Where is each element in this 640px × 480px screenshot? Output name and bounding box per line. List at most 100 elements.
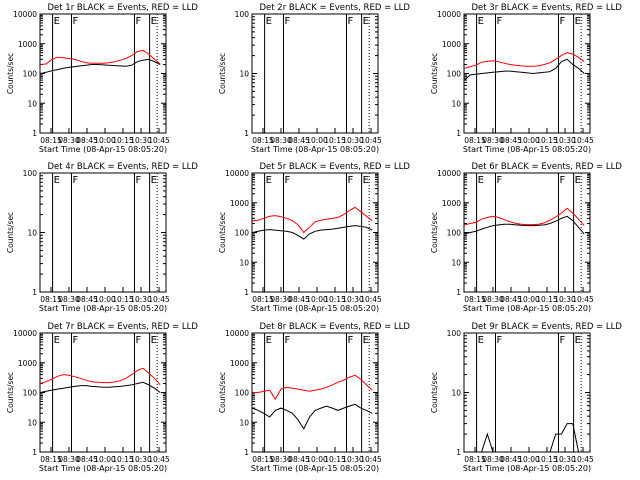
series-events-line (252, 225, 373, 240)
event-marker-label: E (266, 175, 272, 186)
y-tick-label: 1000 (442, 199, 461, 208)
y-tick-label: 1 (244, 129, 249, 138)
x-tick-label: 10:30 (130, 136, 152, 145)
x-tick-label: 10:15 (324, 455, 346, 464)
event-marker-label: E (54, 16, 60, 27)
event-marker-label: E (478, 16, 484, 27)
x-tick-label: 08:45 (500, 295, 522, 304)
event-marker-label: F (136, 175, 142, 186)
event-marker-label: F (73, 16, 79, 27)
x-tick-label: 08:30 (482, 295, 504, 304)
event-marker-label: E (575, 16, 581, 27)
series-events-line (40, 58, 161, 74)
y-tick-label: 10 (451, 99, 461, 108)
y-axis-label: Counts/sec (218, 212, 227, 253)
x-tick-label: 08:15 (40, 295, 62, 304)
x-tick-label: 10:30 (130, 295, 152, 304)
event-marker-label: E (478, 175, 484, 186)
panel-title: Det 2r BLACK = Events, RED = LLD (260, 3, 411, 13)
x-tick-label: 10:15 (324, 295, 346, 304)
y-tick-label: 1 (456, 288, 461, 297)
panel-8: Det 8r BLACK = Events, RED = LLD 1 10 100 10… (218, 322, 410, 473)
event-marker-label: E (363, 175, 369, 186)
x-tick-label: 10:45 (360, 295, 382, 304)
y-tick-label: 100 (447, 229, 462, 238)
x-tick-label: 10:00 (518, 455, 540, 464)
plot-frame (463, 172, 591, 293)
x-tick-label: 10:15 (536, 136, 558, 145)
plot-frame (251, 13, 379, 134)
y-tick-label: 1 (244, 448, 249, 457)
series-events-line (464, 423, 585, 453)
x-tick-label: 10:45 (572, 455, 594, 464)
event-marker-label: F (348, 175, 354, 186)
event-marker-label: E (266, 16, 272, 27)
panel-3: Det 3r BLACK = Events, RED = LLD 1 10 100 10… (430, 3, 622, 154)
panel-title: Det 3r BLACK = Events, RED = LLD (472, 3, 623, 13)
y-tick-label: 1 (32, 129, 37, 138)
y-tick-label: 100 (447, 329, 462, 338)
x-tick-label: 10:30 (342, 455, 364, 464)
event-marker-label: F (73, 335, 79, 346)
panel-1: Det 1r BLACK = Events, RED = LLD 1 10 100 10… (6, 3, 198, 154)
event-marker-label: F (348, 335, 354, 346)
panel-title: Det 8r BLACK = Events, RED = LLD (260, 322, 411, 332)
x-tick-label: 10:45 (572, 295, 594, 304)
x-axis-label: Start Time (08-Apr-15 08:05:20) (251, 304, 379, 313)
x-tick-label: 08:45 (288, 295, 310, 304)
x-tick-label: 08:15 (40, 455, 62, 464)
x-tick-label: 10:00 (306, 295, 328, 304)
series-lld-line (252, 374, 373, 401)
series-events-line (40, 381, 161, 393)
x-tick-label: 10:00 (94, 295, 116, 304)
x-tick-label: 08:45 (76, 455, 98, 464)
y-tick-label: 10000 (13, 329, 37, 338)
series-lld-line (40, 367, 161, 386)
event-marker-label: F (285, 175, 291, 186)
x-tick-label: 10:15 (112, 295, 134, 304)
x-tick-label: 10:15 (536, 455, 558, 464)
x-tick-label: 10:00 (306, 136, 328, 145)
x-tick-label: 10:45 (572, 136, 594, 145)
x-tick-label: 10:15 (112, 136, 134, 145)
y-tick-label: 10000 (225, 329, 249, 338)
x-tick-label: 10:30 (554, 295, 576, 304)
x-tick-label: 10:30 (130, 455, 152, 464)
event-marker-label: F (560, 16, 566, 27)
y-tick-label: 10000 (437, 10, 461, 19)
y-axis-label: Counts/sec (430, 212, 439, 253)
panel-title: Det 5r BLACK = Events, RED = LLD (260, 162, 411, 172)
event-marker-label: E (266, 335, 272, 346)
x-tick-label: 08:30 (270, 455, 292, 464)
x-tick-label: 08:15 (252, 455, 274, 464)
y-tick-label: 100 (23, 389, 38, 398)
x-tick-label: 08:15 (464, 295, 486, 304)
x-axis-label: Start Time (08-Apr-15 08:05:20) (251, 464, 379, 473)
x-tick-label: 10:30 (342, 136, 364, 145)
y-tick-label: 10 (451, 258, 461, 267)
y-tick-label: 1000 (442, 40, 461, 49)
y-tick-label: 100 (235, 10, 250, 19)
y-axis-label: Counts/sec (6, 53, 15, 94)
y-tick-label: 10000 (437, 169, 461, 178)
event-marker-label: F (136, 16, 142, 27)
series-lld-line (252, 206, 373, 234)
x-axis-label: Start Time (08-Apr-15 08:05:20) (39, 304, 167, 313)
y-tick-label: 10000 (225, 169, 249, 178)
series-lld-line (464, 52, 585, 69)
x-tick-label: 10:45 (148, 455, 170, 464)
series-lld-line (40, 49, 161, 65)
x-tick-label: 10:00 (306, 455, 328, 464)
panel-title: Det 6r BLACK = Events, RED = LLD (472, 162, 623, 172)
panel-7: Det 7r BLACK = Events, RED = LLD 1 10 100 10… (6, 322, 198, 473)
panel-5: Det 5r BLACK = Events, RED = LLD 1 10 100 10… (218, 162, 410, 313)
x-axis-label: Start Time (08-Apr-15 08:05:20) (39, 145, 167, 154)
y-tick-label: 1000 (230, 359, 249, 368)
x-axis-label: Start Time (08-Apr-15 08:05:20) (39, 464, 167, 473)
x-tick-label: 08:15 (464, 136, 486, 145)
x-tick-label: 08:15 (252, 136, 274, 145)
event-marker-label: F (497, 175, 503, 186)
x-tick-label: 10:45 (360, 136, 382, 145)
plot-frame (39, 13, 167, 134)
